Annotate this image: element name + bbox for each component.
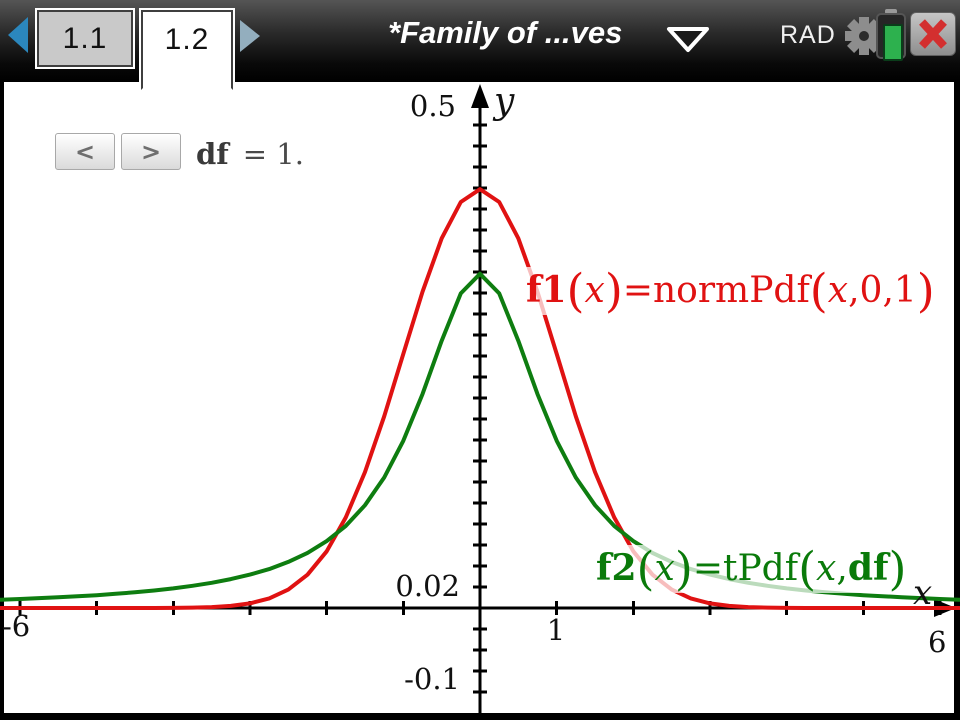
tab-label: 1.2	[164, 23, 210, 56]
text-run: )	[888, 541, 907, 596]
text-run: )	[916, 263, 935, 318]
y-axis-max-label: 0.5	[409, 89, 456, 123]
text-run: (	[809, 263, 828, 318]
text-run: ,	[836, 548, 848, 589]
text-run: df	[847, 547, 889, 589]
slider-df-value[interactable]: df = 1.	[196, 137, 304, 171]
text-run: x	[816, 548, 837, 589]
text-run: =normPdf	[622, 270, 810, 311]
next-page-icon[interactable]	[240, 20, 260, 52]
text-run: (	[566, 263, 585, 318]
text-run: )	[674, 541, 693, 596]
text-run: (	[798, 541, 817, 596]
graph-area[interactable]	[0, 82, 960, 720]
text-run: )	[604, 263, 623, 318]
y-axis-name-label: y	[494, 81, 515, 122]
y-axis-unit-label: 0.02	[395, 569, 460, 603]
f1-equation-label[interactable]: f1(x)=normPdf(x,0,1)	[521, 267, 940, 315]
x-axis-name-label: x	[913, 573, 933, 613]
battery-body	[876, 13, 906, 61]
text-run: x	[584, 270, 605, 311]
text-run: x	[827, 270, 849, 311]
settings-gear-icon[interactable]	[845, 12, 883, 60]
f2-equation-label[interactable]: f2(x)=tPdf(x,df)	[591, 541, 912, 596]
text-run: f2	[596, 547, 637, 589]
y-axis-min-label: -0.1	[404, 662, 460, 696]
text-run: ,0,1	[848, 270, 917, 311]
previous-page-icon[interactable]	[8, 17, 28, 53]
battery-nub	[885, 9, 897, 14]
x-axis-max-label: 6	[928, 625, 947, 659]
x-axis-unit-label: 1	[546, 613, 566, 647]
text-run: df	[196, 137, 229, 171]
close-document-button[interactable]	[910, 12, 956, 56]
battery-level	[883, 24, 903, 61]
text-run: (	[636, 541, 655, 596]
tab-label: 1.1	[62, 21, 108, 55]
text-run: f1	[526, 269, 567, 311]
slider-increment-button[interactable]: >	[121, 133, 181, 170]
x-axis-min-label: -6	[2, 609, 31, 643]
close-x-icon	[919, 19, 947, 49]
text-run: = 1.	[242, 137, 304, 171]
top-bar: 1.1 1.2 *Family of ...ves RAD	[0, 0, 960, 92]
tab-page-1-1[interactable]: 1.1	[35, 8, 135, 69]
document-menu-dropdown-icon[interactable]	[664, 24, 712, 54]
document-title: *Family of ...ves	[388, 15, 623, 50]
battery-icon	[876, 9, 906, 61]
text-run: =tPdf	[692, 548, 799, 589]
slider-decrement-button[interactable]: <	[55, 133, 115, 170]
angle-mode-indicator: RAD	[780, 21, 836, 49]
text-run: x	[654, 548, 675, 589]
tab-page-1-2[interactable]: 1.2	[139, 8, 235, 92]
